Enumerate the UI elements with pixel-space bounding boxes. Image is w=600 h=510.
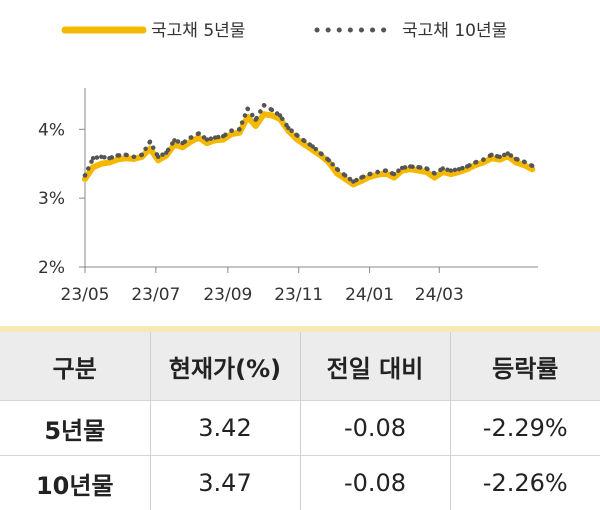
y-tick-label: 3% <box>38 189 65 209</box>
series-10y-point <box>367 172 371 176</box>
series-10y-point <box>359 175 363 179</box>
x-tick-label: 23/09 <box>203 285 252 305</box>
series-10y-point <box>99 155 103 159</box>
row-10y-name: 10년물 <box>0 456 150 510</box>
series-layer <box>82 103 535 187</box>
series-10y-point <box>140 153 144 157</box>
row-10y-price: 3.47 <box>150 456 300 510</box>
series-10y-point <box>335 167 339 171</box>
series-10y-point <box>164 151 168 155</box>
series-10y-point <box>294 133 298 137</box>
series-10y-point <box>457 167 461 171</box>
series-10y-point <box>489 153 493 157</box>
series-10y-point <box>530 164 534 168</box>
series-10y-point <box>270 108 274 112</box>
table-row: 5년물 3.42 -0.08 -2.29% <box>0 401 600 456</box>
series-10y-point <box>424 166 428 170</box>
table-header-row: 구분 현재가(%) 전일 대비 등락률 <box>0 329 600 401</box>
series-10y-point <box>384 168 388 172</box>
series-10y-point <box>124 153 128 157</box>
series-10y-point <box>245 107 249 111</box>
header-change: 전일 대비 <box>300 329 450 401</box>
x-tick-label: 23/07 <box>131 285 180 305</box>
legend-5y-label: 국고채 5년물 <box>151 21 245 41</box>
series-10y-point <box>180 141 184 145</box>
series-5y-point <box>98 161 104 167</box>
header-category: 구분 <box>0 329 150 401</box>
series-10y-point <box>91 156 95 160</box>
series-10y-point <box>286 126 290 130</box>
series-10y-point <box>115 153 119 157</box>
x-tick-label: 23/05 <box>61 285 110 305</box>
series-5y-point <box>90 164 96 170</box>
series-10y-point <box>189 135 193 139</box>
series-10y-point <box>302 139 306 143</box>
series-10y-point <box>351 179 355 183</box>
series-10y-point <box>172 138 176 142</box>
series-10y-point <box>311 144 315 148</box>
series-10y-point <box>473 160 477 164</box>
series-10y-point <box>392 172 396 176</box>
y-tick-label: 2% <box>38 258 65 278</box>
yield-table: 구분 현재가(%) 전일 대비 등락률 5년물 3.42 -0.08 -2.29… <box>0 326 600 504</box>
header-rate: 등락률 <box>450 329 600 401</box>
series-10y-point <box>254 118 258 122</box>
series-5y-point <box>253 123 259 129</box>
series-10y-point <box>432 171 436 175</box>
x-tick-label: 24/03 <box>415 285 464 305</box>
table-row: 10년물 3.47 -0.08 -2.26% <box>0 456 600 510</box>
series-10y-point <box>514 157 518 161</box>
series-10y-point <box>197 131 201 135</box>
series-10y-point <box>319 151 323 155</box>
series-10y-point <box>83 173 87 177</box>
series-10y-point <box>262 103 266 107</box>
x-tick-label: 24/01 <box>345 285 394 305</box>
y-tick-label: 4% <box>38 120 65 140</box>
series-10y-point <box>107 156 111 160</box>
row-5y-rate: -2.29% <box>450 401 600 456</box>
yield-table-grid: 구분 현재가(%) 전일 대비 등락률 5년물 3.42 -0.08 -2.29… <box>0 326 600 510</box>
series-5y-point <box>269 113 275 119</box>
series-10y-point <box>408 164 412 168</box>
series-10y-point <box>205 137 209 141</box>
series-10y-point <box>481 157 485 161</box>
series-10y-point <box>343 173 347 177</box>
series-10y-point <box>441 166 445 170</box>
y-axis-ticks: 2% 3% 4% <box>38 120 85 278</box>
series-10y-point <box>278 113 282 117</box>
x-tick-label: 23/11 <box>274 285 323 305</box>
series-10y-point <box>506 151 510 155</box>
series-10y-point <box>221 134 225 138</box>
series-10y-point <box>213 135 217 139</box>
series-10y-point <box>132 155 136 159</box>
series-10y-point <box>237 127 241 131</box>
legend-10y-label: 국고채 10년물 <box>402 21 507 41</box>
header-price: 현재가(%) <box>150 329 300 401</box>
row-5y-name: 5년물 <box>0 401 150 456</box>
row-10y-change: -0.08 <box>300 456 450 510</box>
series-10y-point <box>465 164 469 168</box>
series-10y-point <box>498 155 502 159</box>
series-10y-point <box>400 166 404 170</box>
series-10y-point <box>229 129 233 133</box>
series-10y-point <box>327 158 331 162</box>
x-axis-ticks: 23/05 23/07 23/09 23/11 24/01 24/03 <box>61 267 464 305</box>
row-5y-change: -0.08 <box>300 401 450 456</box>
row-5y-price: 3.42 <box>150 401 300 456</box>
series-10y-point <box>148 140 152 144</box>
row-10y-rate: -2.26% <box>450 456 600 510</box>
series-10y-point <box>376 170 380 174</box>
series-10y-point <box>156 155 160 159</box>
series-10y-point <box>522 160 526 164</box>
series-10y-point <box>416 165 420 169</box>
series-10y-point <box>449 168 453 172</box>
